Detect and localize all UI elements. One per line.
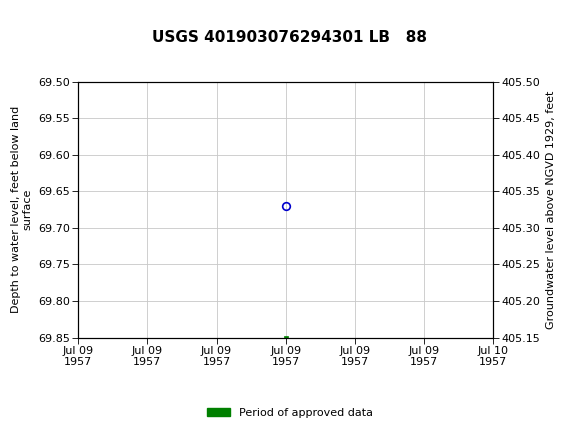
Text: USGS 401903076294301 LB   88: USGS 401903076294301 LB 88 bbox=[153, 30, 427, 45]
Text: USGS: USGS bbox=[14, 8, 74, 27]
Y-axis label: Depth to water level, feet below land
surface: Depth to water level, feet below land su… bbox=[11, 106, 32, 313]
Text: ≡: ≡ bbox=[3, 8, 19, 27]
Y-axis label: Groundwater level above NGVD 1929, feet: Groundwater level above NGVD 1929, feet bbox=[546, 90, 556, 329]
Legend: Period of approved data: Period of approved data bbox=[203, 403, 377, 422]
